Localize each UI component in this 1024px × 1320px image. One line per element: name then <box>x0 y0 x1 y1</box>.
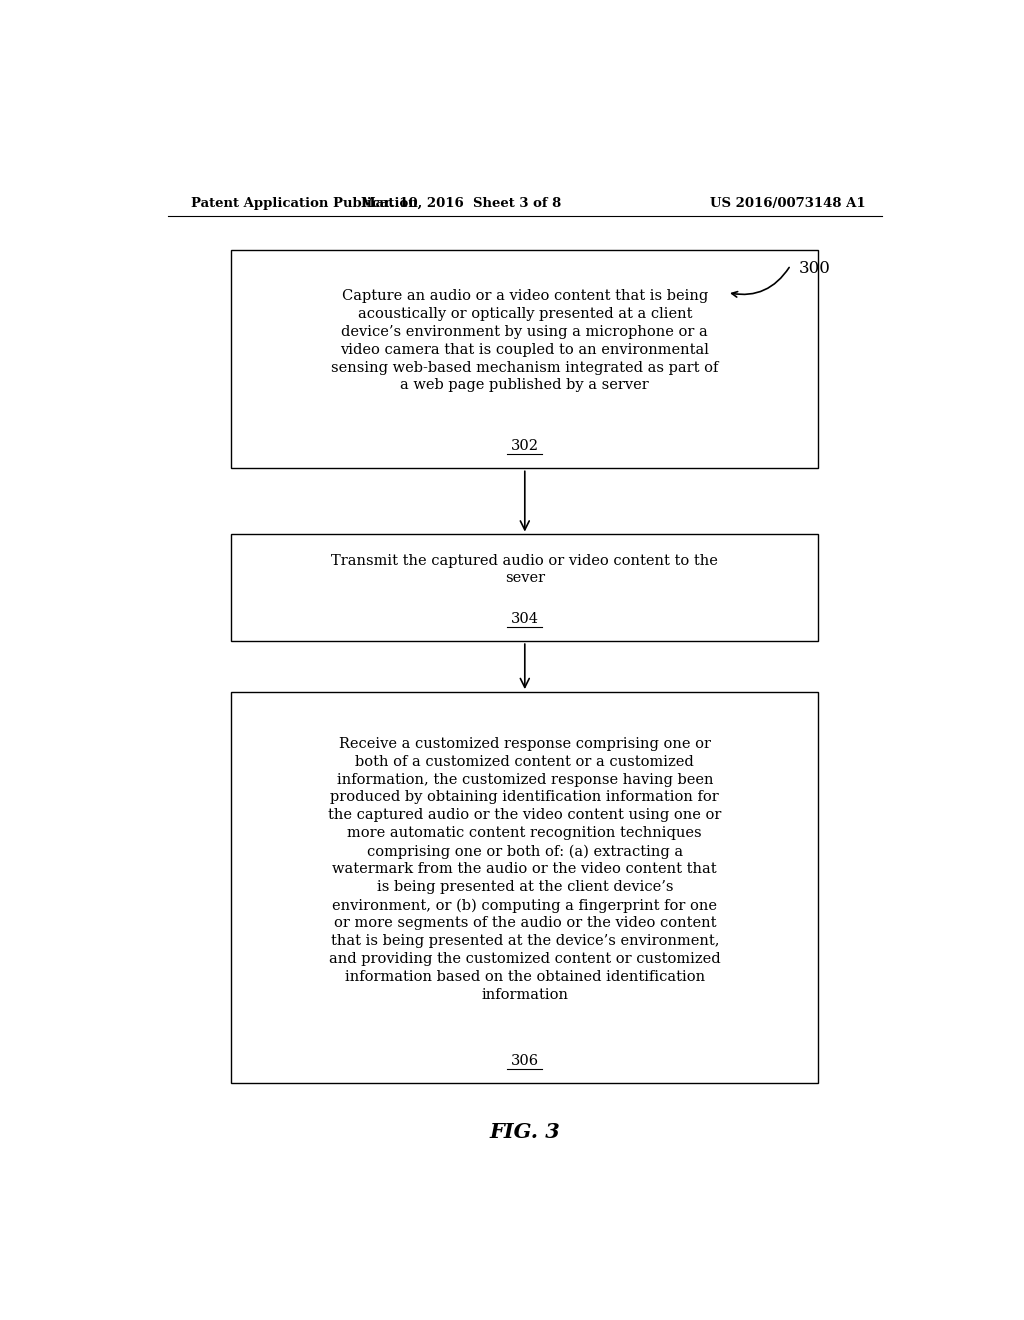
FancyBboxPatch shape <box>231 535 818 642</box>
Text: 302: 302 <box>511 440 539 453</box>
Text: Patent Application Publication: Patent Application Publication <box>191 197 418 210</box>
FancyBboxPatch shape <box>231 692 818 1084</box>
Text: 304: 304 <box>511 612 539 626</box>
Text: Receive a customized response comprising one or
both of a customized content or : Receive a customized response comprising… <box>328 737 722 1002</box>
Text: US 2016/0073148 A1: US 2016/0073148 A1 <box>711 197 866 210</box>
Text: Mar. 10, 2016  Sheet 3 of 8: Mar. 10, 2016 Sheet 3 of 8 <box>361 197 561 210</box>
Text: FIG. 3: FIG. 3 <box>489 1122 560 1142</box>
Text: Capture an audio or a video content that is being
acoustically or optically pres: Capture an audio or a video content that… <box>331 289 719 392</box>
Text: 300: 300 <box>799 260 830 277</box>
Text: 306: 306 <box>511 1053 539 1068</box>
Text: Transmit the captured audio or video content to the
sever: Transmit the captured audio or video con… <box>332 553 718 586</box>
FancyBboxPatch shape <box>231 249 818 469</box>
